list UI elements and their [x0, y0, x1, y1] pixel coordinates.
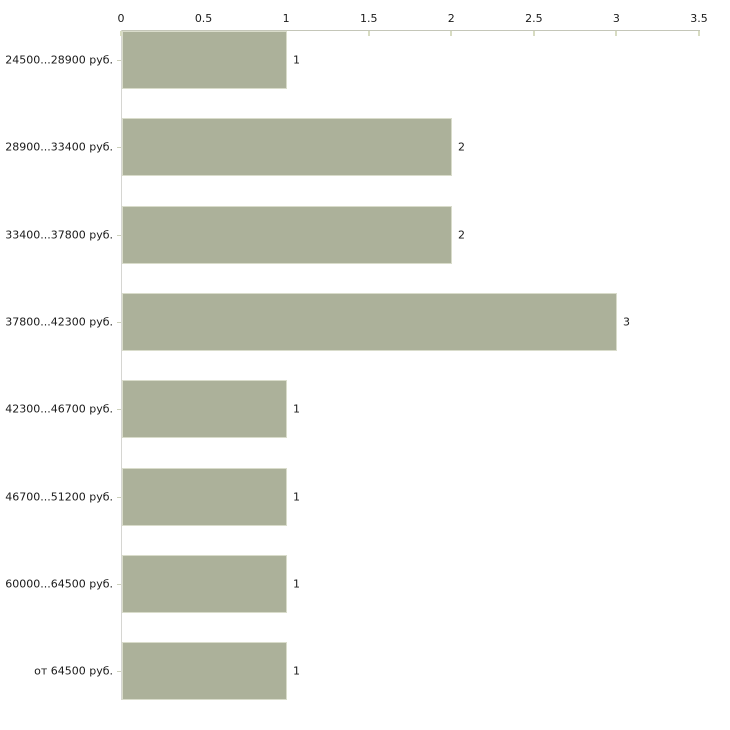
x-tick-mark: [450, 31, 453, 36]
category-tick-mark: [117, 497, 121, 498]
bar: [122, 555, 287, 613]
x-tick-label: 1.5: [359, 12, 378, 25]
bar: [122, 293, 617, 351]
x-tick-label: 0.5: [194, 12, 213, 25]
bar: [122, 380, 287, 438]
bar-value-label: 1: [293, 53, 300, 67]
category-label: 60000...64500 руб.: [5, 577, 113, 591]
x-tick-label: 1: [282, 12, 290, 25]
category-tick-mark: [117, 409, 121, 410]
bar-value-label: 1: [293, 664, 300, 678]
category-tick-mark: [117, 322, 121, 323]
bar: [122, 642, 287, 700]
category-tick-mark: [117, 60, 121, 61]
category-tick-mark: [117, 671, 121, 672]
x-tick-mark: [367, 31, 370, 36]
bar-value-label: 1: [293, 402, 300, 416]
bar-value-label: 1: [293, 577, 300, 591]
x-tick-label: 3: [612, 12, 620, 25]
category-label: 24500...28900 руб.: [5, 53, 113, 67]
bar: [122, 118, 452, 176]
x-tick-mark: [698, 31, 700, 36]
x-axis-line: [121, 30, 700, 31]
x-tick-mark: [615, 31, 618, 36]
bar: [122, 31, 287, 89]
x-tick-mark: [120, 31, 122, 36]
bar-value-label: 1: [293, 490, 300, 504]
category-label: 37800...42300 руб.: [5, 315, 113, 329]
x-tick-label: 0: [117, 12, 125, 25]
bar: [122, 468, 287, 526]
category-tick-mark: [117, 235, 121, 236]
x-tick-label: 2.5: [525, 12, 543, 25]
bar-value-label: 2: [458, 140, 465, 154]
x-tick-mark: [532, 31, 535, 36]
category-label: 28900...33400 руб.: [5, 140, 113, 154]
bar: [122, 206, 452, 264]
bar-value-label: 2: [458, 228, 465, 242]
x-tick-label: 3.5: [690, 12, 708, 25]
category-label: 33400...37800 руб.: [5, 228, 113, 242]
category-label: 42300...46700 руб.: [5, 402, 113, 416]
category-label: от 64500 руб.: [34, 664, 113, 678]
y-axis-line: [121, 30, 122, 700]
x-tick-label: 2: [447, 12, 455, 25]
bar-value-label: 3: [623, 315, 630, 329]
category-tick-mark: [117, 584, 121, 585]
category-tick-mark: [117, 147, 121, 148]
category-label: 46700...51200 руб.: [5, 490, 113, 504]
